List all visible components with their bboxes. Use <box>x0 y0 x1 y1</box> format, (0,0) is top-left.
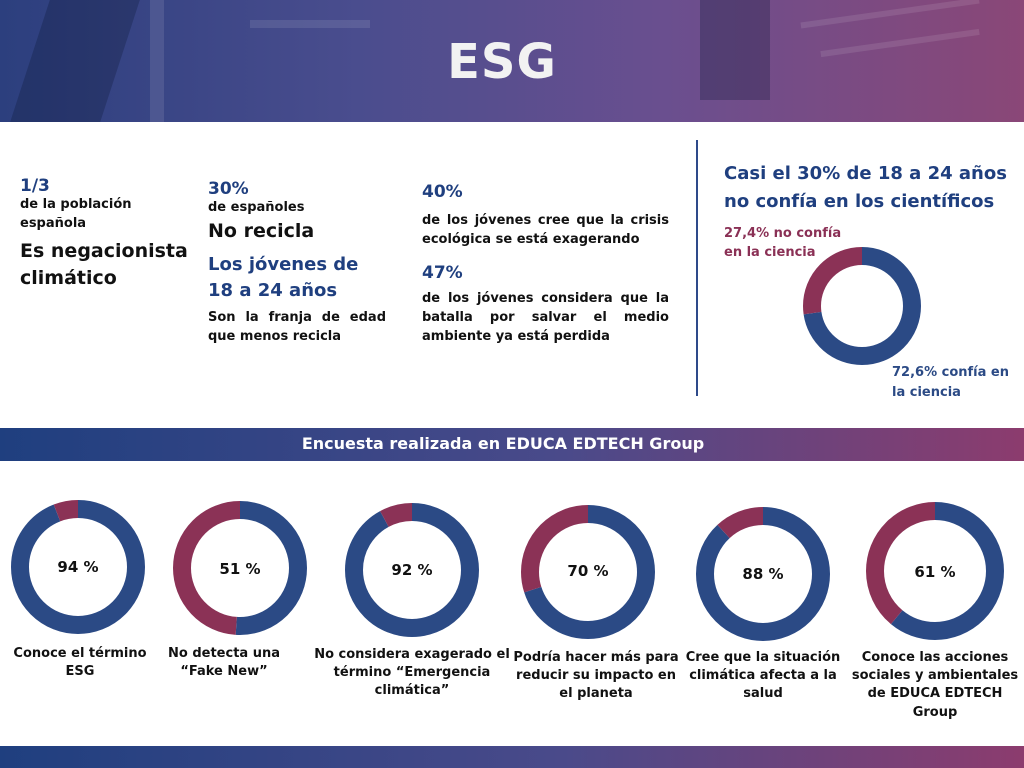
stat-headline-no-recycle: No recicla <box>208 220 315 242</box>
caption-educa: Conoce las acciones sociales y ambiental… <box>851 650 1019 720</box>
donut-chart-impact <box>521 505 655 639</box>
donut-label-health: 88 % <box>742 565 784 583</box>
footer-bar <box>0 746 1024 768</box>
science-trust-label: 72,6% confía en la ciencia <box>892 365 1009 401</box>
caption-esg: Conoce el término ESG <box>13 646 147 680</box>
donut-segment-rest <box>696 507 830 641</box>
caption-health: Cree que la situación climática afecta a… <box>685 650 841 702</box>
caption-emergency: No considera exagerado el término “Emerg… <box>314 647 510 699</box>
donut-segment-rest <box>803 247 921 365</box>
donut-chart-educa <box>866 502 1004 640</box>
stat-desc-spaniards: de españoles <box>208 200 305 215</box>
stat-desc-lost: de los jóvenes considera que la batalla … <box>422 291 669 344</box>
background-shape <box>250 20 370 28</box>
stat-value-47: 47% <box>422 263 463 283</box>
background-shape <box>800 0 980 29</box>
stat-headline-young: Los jóvenes de 18 a 24 años <box>208 254 359 302</box>
divider <box>696 140 698 396</box>
stat-desc-exaggerate: de los jóvenes cree que la crisis ecológ… <box>422 213 669 247</box>
stat-value-30: 30% <box>208 179 249 199</box>
caption-impact: Podría hacer más para reducir su impacto… <box>513 650 679 702</box>
stat-value-one-third: 1/3 <box>20 176 50 196</box>
background-shape <box>700 0 770 100</box>
donut-chart-health <box>696 507 830 641</box>
donut-label-educa: 61 % <box>914 563 956 581</box>
donut-chart-esg <box>11 500 145 634</box>
donut-label-impact: 70 % <box>567 562 609 580</box>
header-banner: ESG <box>0 0 1024 122</box>
background-shape <box>150 0 164 122</box>
stat-desc-population: de la población española <box>20 197 132 231</box>
science-no-trust-label: 27,4% no confía en la ciencia <box>724 226 842 260</box>
stat-desc-young: Son la franja de edad que menos recicla <box>208 310 386 344</box>
survey-banner: Encuesta realizada en EDUCA EDTECH Group <box>0 428 1024 461</box>
caption-fake-news: No detecta una “Fake New” <box>168 646 280 680</box>
survey-banner-text: Encuesta realizada en EDUCA EDTECH Group <box>301 434 705 453</box>
science-title: Casi el 30% de 18 a 24 años no confía en… <box>724 163 1007 212</box>
donut-segment-rest <box>11 500 145 634</box>
donut-segment-rest <box>521 505 655 639</box>
donut-segment-rest <box>345 503 479 637</box>
donut-segment-rest <box>866 502 1004 640</box>
donut-chart-emergency <box>345 503 479 637</box>
donut-label-fake-news: 51 % <box>219 560 261 578</box>
science-donut-chart <box>803 247 921 365</box>
stat-value-40: 40% <box>422 182 463 202</box>
donut-label-emergency: 92 % <box>391 561 433 579</box>
donut-chart-fake-news <box>173 501 307 635</box>
stat-headline-denial: Es negacionista climático <box>20 240 188 289</box>
donut-label-esg: 94 % <box>57 558 99 576</box>
donut-segment-rest <box>173 501 307 635</box>
page-title: ESG <box>447 34 557 90</box>
